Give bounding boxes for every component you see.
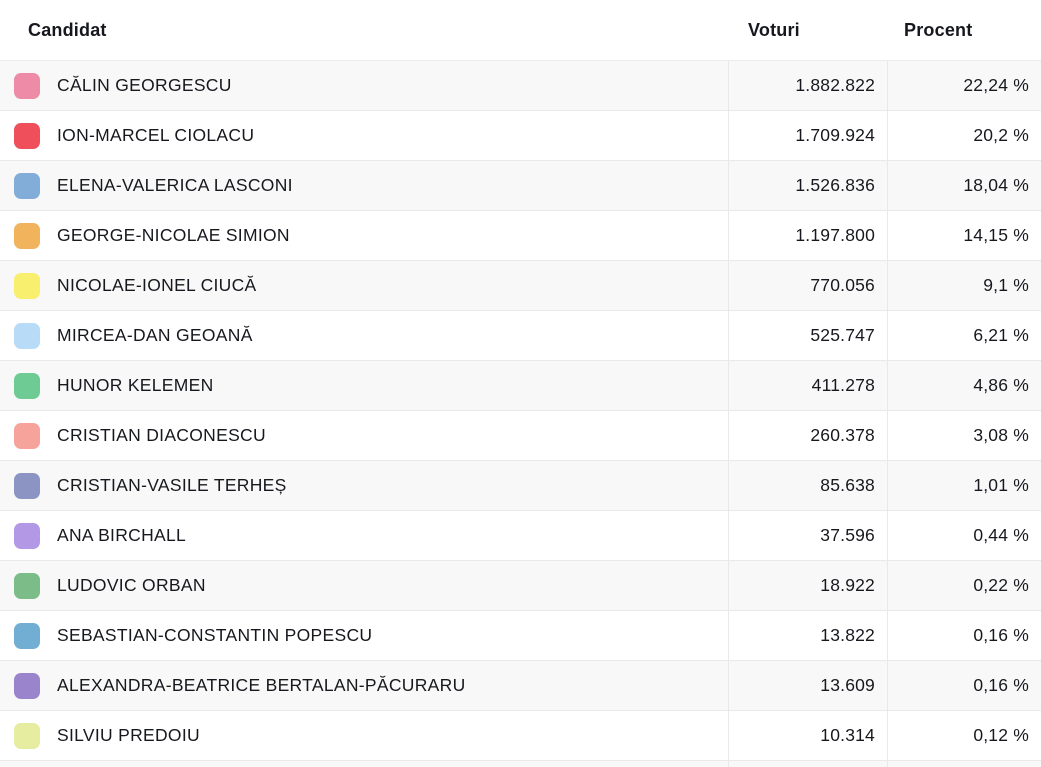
candidate-cell: CRISTIAN DIACONESCU (0, 411, 728, 460)
candidate-cell: ELENA-VALERICA LASCONI (0, 161, 728, 210)
candidate-name: ALEXANDRA-BEATRICE BERTALAN-PĂCURARU (57, 675, 466, 695)
votes-value: 85.638 (728, 461, 887, 510)
percent-value: 6,21 % (887, 311, 1041, 360)
candidate-name: NICOLAE-IONEL CIUCĂ (57, 275, 257, 295)
table-row: ION-MARCEL CIOLACU 1.709.924 20,2 % (0, 111, 1041, 161)
table-row: MIRCEA-DAN GEOANĂ 525.747 6,21 % (0, 311, 1041, 361)
candidate-color-swatch (14, 122, 40, 149)
table-row: ELENA-VALERICA LASCONI 1.526.836 18,04 % (0, 161, 1041, 211)
candidate-cell: ANA BIRCHALL (0, 511, 728, 560)
candidate-color-swatch (14, 322, 40, 349)
table-header-row: Candidat Voturi Procent (0, 0, 1041, 61)
candidate-name: ELENA-VALERICA LASCONI (57, 175, 293, 195)
candidate-color-swatch (14, 522, 40, 549)
percent-value: 0,44 % (887, 511, 1041, 560)
candidate-name: GEORGE-NICOLAE SIMION (57, 225, 290, 245)
candidate-color-swatch (14, 722, 40, 749)
candidate-cell: MIRCEA-DAN GEOANĂ (0, 311, 728, 360)
table-row: GEORGE-NICOLAE SIMION 1.197.800 14,15 % (0, 211, 1041, 261)
candidate-cell: SEBASTIAN-CONSTANTIN POPESCU (0, 611, 728, 660)
candidate-color-swatch (14, 272, 40, 299)
percent-value: 1,01 % (887, 461, 1041, 510)
candidate-color-swatch (14, 372, 40, 399)
candidate-color-swatch (14, 622, 40, 649)
candidate-cell: SILVIU PREDOIU (0, 711, 728, 760)
candidate-cell: NICOLAE-IONEL CIUCĂ (0, 261, 728, 310)
table-row: LUDOVIC ORBAN 18.922 0,22 % (0, 561, 1041, 611)
candidate-cell: GEORGE-NICOLAE SIMION (0, 211, 728, 260)
candidate-color-swatch (14, 472, 40, 499)
table-row: CĂLIN GEORGESCU 1.882.822 22,24 % (0, 61, 1041, 111)
votes-value: 260.378 (728, 411, 887, 460)
candidate-cell: ION-MARCEL CIOLACU (0, 111, 728, 160)
column-header-procent: Procent (904, 19, 973, 40)
votes-value: 525.747 (728, 311, 887, 360)
candidate-name: ION-MARCEL CIOLACU (57, 125, 255, 145)
candidate-name: HUNOR KELEMEN (57, 375, 214, 395)
candidate-name: SILVIU PREDOIU (57, 725, 200, 745)
percent-value: 20,2 % (887, 111, 1041, 160)
table-row: ALEXANDRA-BEATRICE BERTALAN-PĂCURARU 13.… (0, 661, 1041, 711)
table-row: ANA BIRCHALL 37.596 0,44 % (0, 511, 1041, 561)
candidate-name: CRISTIAN-VASILE TERHEȘ (57, 475, 287, 495)
candidate-name: SEBASTIAN-CONSTANTIN POPESCU (57, 625, 373, 645)
partial-candidate-cell (0, 761, 728, 767)
percent-value: 0,16 % (887, 611, 1041, 660)
candidate-name: MIRCEA-DAN GEOANĂ (57, 325, 253, 345)
votes-value: 18.922 (728, 561, 887, 610)
table-row: HUNOR KELEMEN 411.278 4,86 % (0, 361, 1041, 411)
candidate-color-swatch (14, 72, 40, 99)
candidate-color-swatch (14, 672, 40, 699)
candidate-color-swatch (14, 572, 40, 599)
percent-value: 22,24 % (887, 61, 1041, 110)
candidate-name: CRISTIAN DIACONESCU (57, 425, 266, 445)
partial-votes-cell (728, 761, 887, 767)
candidate-name: ANA BIRCHALL (57, 525, 187, 545)
percent-value: 9,1 % (887, 261, 1041, 310)
table-row: CRISTIAN-VASILE TERHEȘ 85.638 1,01 % (0, 461, 1041, 511)
percent-value: 0,22 % (887, 561, 1041, 610)
candidate-cell: LUDOVIC ORBAN (0, 561, 728, 610)
votes-value: 411.278 (728, 361, 887, 410)
candidate-cell: HUNOR KELEMEN (0, 361, 728, 410)
votes-value: 1.526.836 (728, 161, 887, 210)
votes-value: 1.197.800 (728, 211, 887, 260)
percent-value: 3,08 % (887, 411, 1041, 460)
candidate-cell: CRISTIAN-VASILE TERHEȘ (0, 461, 728, 510)
table-body: CĂLIN GEORGESCU 1.882.822 22,24 % ION-MA… (0, 61, 1041, 761)
votes-value: 37.596 (728, 511, 887, 560)
column-header-candidat: Candidat (28, 19, 107, 40)
table-row: NICOLAE-IONEL CIUCĂ 770.056 9,1 % (0, 261, 1041, 311)
candidate-name: CĂLIN GEORGESCU (57, 75, 232, 95)
percent-value: 4,86 % (887, 361, 1041, 410)
percent-value: 18,04 % (887, 161, 1041, 210)
percent-value: 0,16 % (887, 661, 1041, 710)
percent-value: 0,12 % (887, 711, 1041, 760)
votes-value: 13.822 (728, 611, 887, 660)
candidate-cell: ALEXANDRA-BEATRICE BERTALAN-PĂCURARU (0, 661, 728, 710)
table-row: SILVIU PREDOIU 10.314 0,12 % (0, 711, 1041, 761)
candidate-color-swatch (14, 222, 40, 249)
partial-percent-cell (887, 761, 1041, 767)
candidate-name: LUDOVIC ORBAN (57, 575, 206, 595)
candidate-color-swatch (14, 422, 40, 449)
votes-value: 1.882.822 (728, 61, 887, 110)
candidate-cell: CĂLIN GEORGESCU (0, 61, 728, 110)
column-header-voturi: Voturi (748, 19, 800, 40)
votes-value: 10.314 (728, 711, 887, 760)
table-row: CRISTIAN DIACONESCU 260.378 3,08 % (0, 411, 1041, 461)
percent-value: 14,15 % (887, 211, 1041, 260)
votes-value: 1.709.924 (728, 111, 887, 160)
candidate-color-swatch (14, 172, 40, 199)
partial-next-row (0, 761, 1041, 767)
table-row: SEBASTIAN-CONSTANTIN POPESCU 13.822 0,16… (0, 611, 1041, 661)
votes-value: 770.056 (728, 261, 887, 310)
votes-value: 13.609 (728, 661, 887, 710)
